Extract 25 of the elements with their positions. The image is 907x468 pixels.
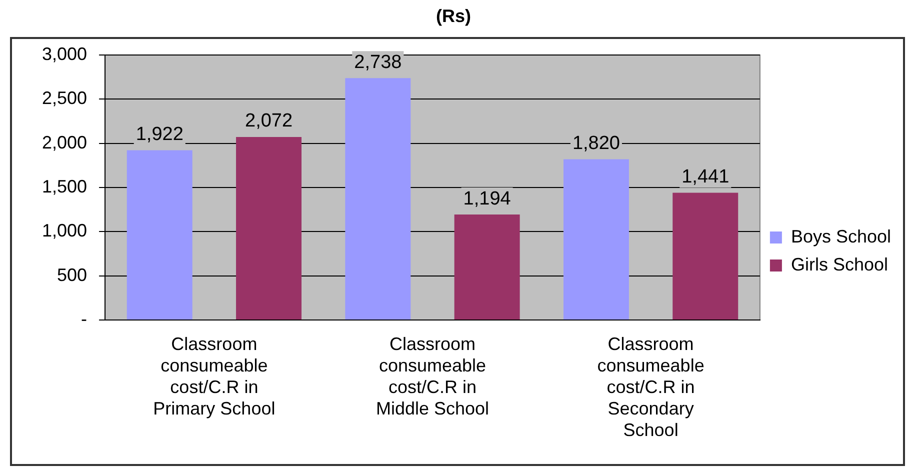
bar bbox=[345, 78, 411, 320]
bar bbox=[236, 136, 302, 320]
data-label: 2,072 bbox=[244, 110, 293, 132]
data-label: 1,922 bbox=[136, 124, 184, 145]
y-tick-label: 1,000 bbox=[42, 220, 88, 241]
data-label: 1,194 bbox=[463, 188, 512, 210]
y-tick-label: - bbox=[81, 308, 88, 329]
y-tick-label: 3,000 bbox=[42, 44, 88, 64]
data-label: 2,738 bbox=[354, 52, 402, 73]
legend-label: Girls School bbox=[790, 254, 888, 274]
y-tick-label: 1,500 bbox=[42, 176, 88, 196]
y-tick-label: 500 bbox=[56, 264, 88, 285]
data-label: 1,441 bbox=[682, 166, 730, 188]
bar bbox=[126, 150, 192, 320]
x-tick-label: Classroom consumeable cost/C.R in Primary School bbox=[153, 334, 276, 419]
bar bbox=[563, 159, 629, 320]
x-tick-label: Classroom consumeable cost/C.R in Secondary School bbox=[597, 334, 704, 440]
data-label: 1,820 bbox=[572, 132, 620, 154]
bar bbox=[672, 192, 738, 320]
y-tick-label: 2,500 bbox=[42, 88, 88, 108]
y-tick-label: 2,000 bbox=[42, 132, 88, 152]
chart-title: (Rs) bbox=[435, 6, 472, 27]
bar bbox=[454, 214, 520, 320]
x-tick-label: Classroom consumeable cost/C.R in Middle School bbox=[376, 334, 490, 419]
legend-label: Boys School bbox=[790, 226, 892, 246]
